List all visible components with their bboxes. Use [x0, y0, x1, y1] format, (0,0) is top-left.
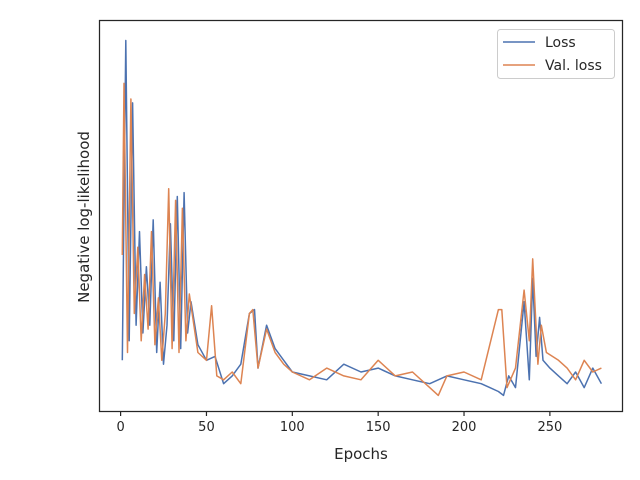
plot-frame [98, 19, 624, 413]
x-tick-label: 200 [452, 420, 477, 435]
legend-label-loss: Loss [545, 35, 576, 51]
x-tick-label: 0 [116, 420, 124, 435]
y-axis-label: Negative log-likelihood [75, 131, 93, 303]
plot-lines [121, 39, 603, 397]
x-axis-ticks: 0 50 100 150 200 250 [116, 411, 562, 435]
series-line-loss [121, 39, 603, 397]
series-line-val-loss [121, 82, 602, 397]
x-tick-label: 50 [198, 420, 215, 435]
legend-label-val-loss: Val. loss [545, 58, 602, 74]
x-tick-label: 100 [280, 420, 305, 435]
legend: Loss Val. loss [497, 29, 615, 79]
x-axis-label: Epochs [334, 445, 388, 463]
x-tick-label: 150 [366, 420, 391, 435]
x-tick-label: 250 [537, 420, 562, 435]
